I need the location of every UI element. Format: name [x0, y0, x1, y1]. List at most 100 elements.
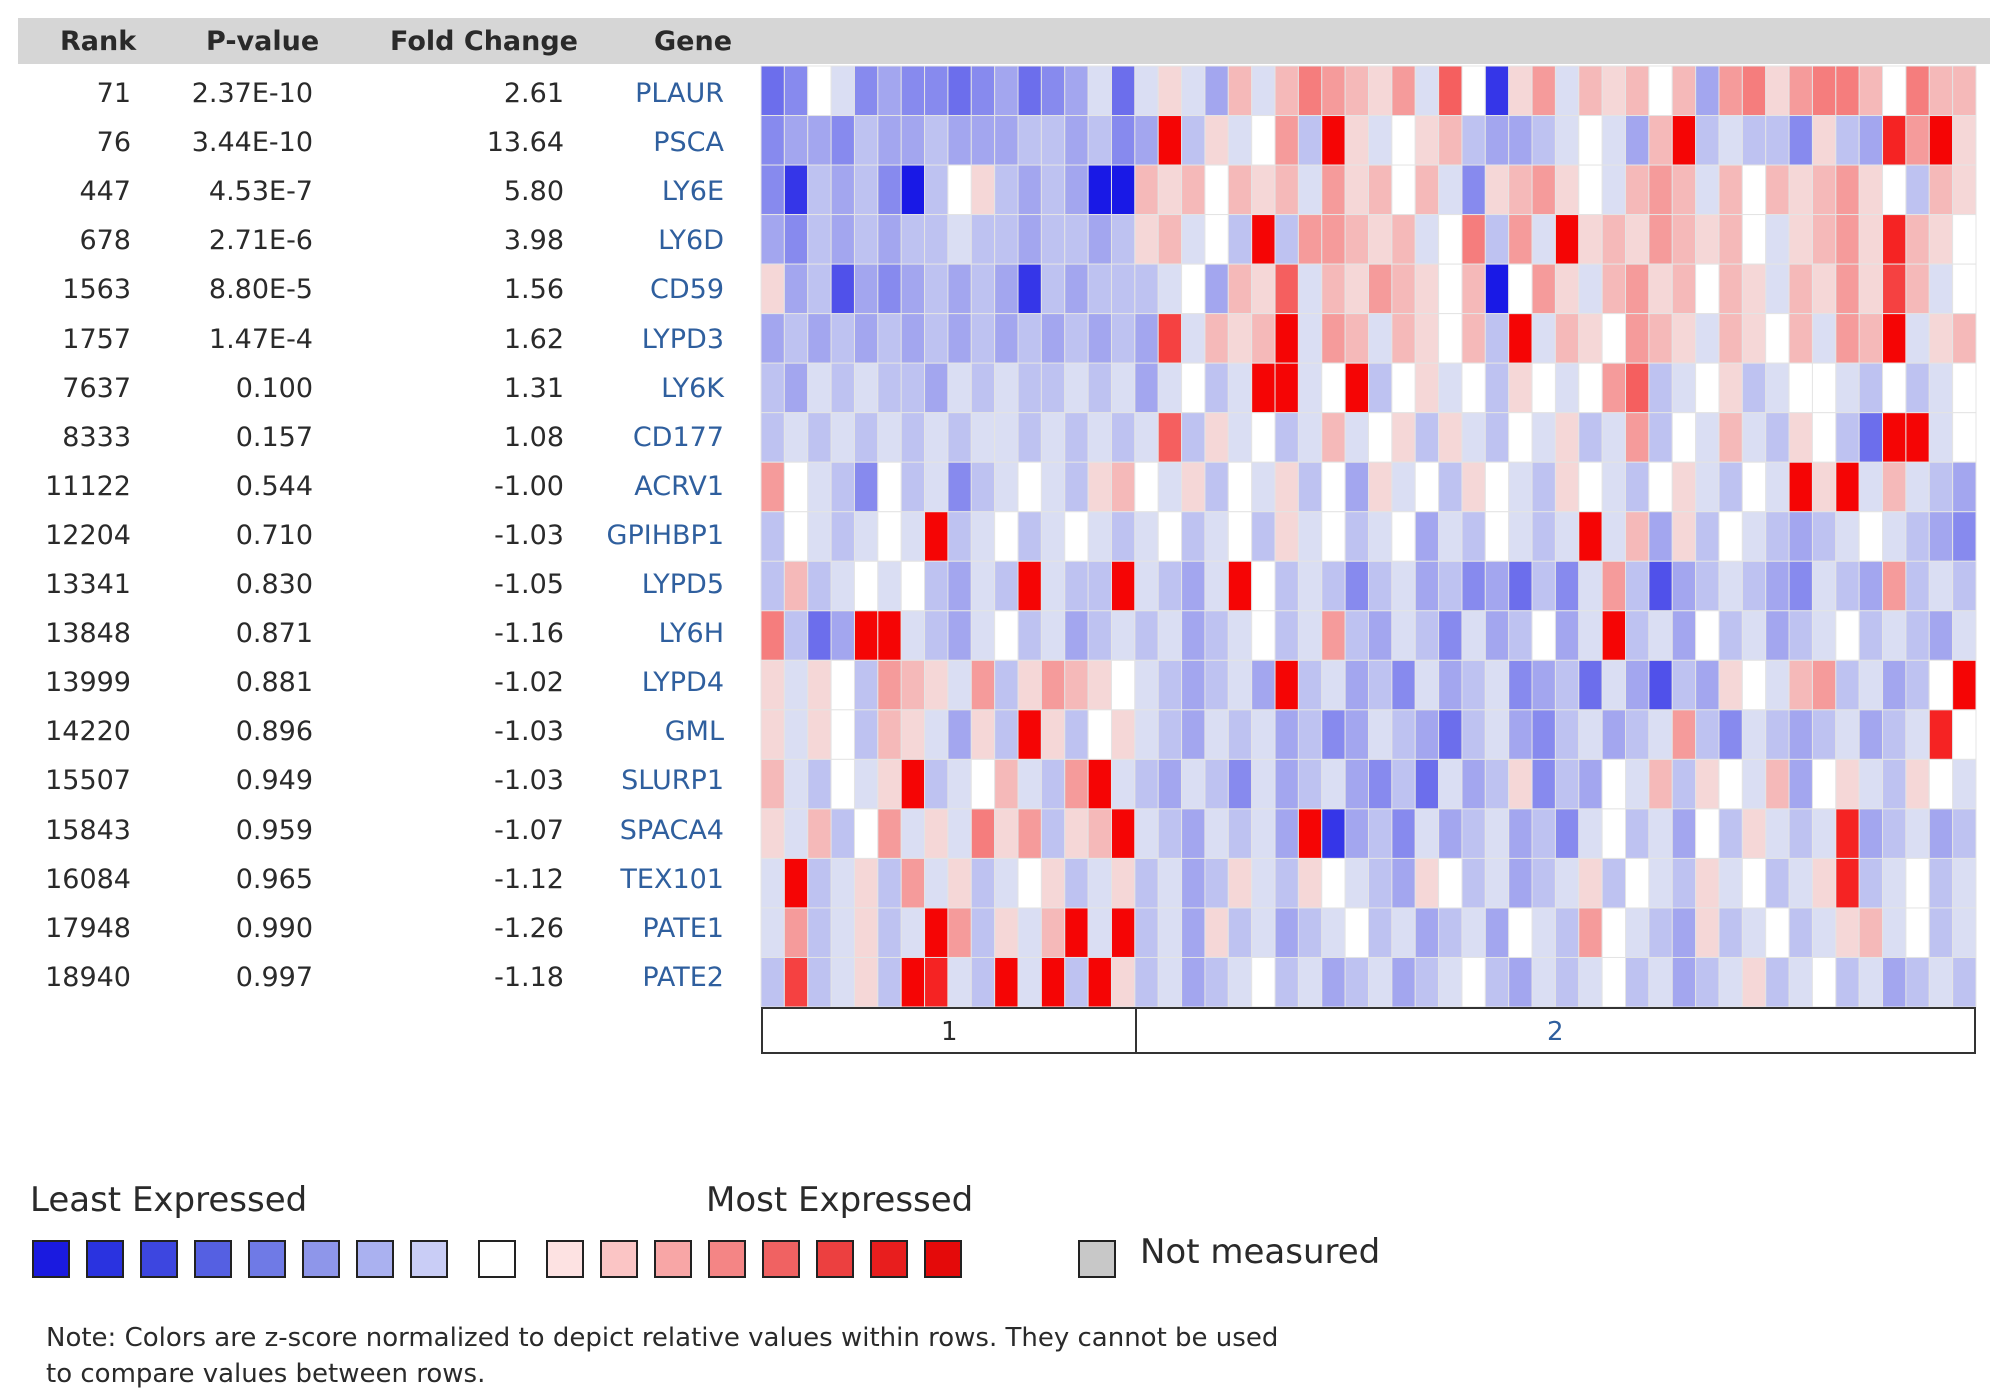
heatmap-cell: [1531, 313, 1556, 364]
gene-link[interactable]: LY6K: [661, 373, 724, 404]
heatmap-cell: [760, 659, 785, 711]
heatmap-cell: [1718, 461, 1743, 513]
heatmap-cell: [783, 857, 809, 909]
gene-link[interactable]: PLAUR: [635, 78, 724, 109]
heatmap-cell: [1508, 907, 1533, 958]
heatmap-cell: [1765, 857, 1790, 909]
heatmap-cell: [807, 956, 832, 1008]
heatmap-cell: [1671, 956, 1697, 1008]
heatmap-cell: [1882, 808, 1907, 859]
group-bar: 1 2: [761, 1007, 1976, 1054]
heatmap-cell: [1204, 610, 1229, 661]
gene-link[interactable]: SPACA4: [619, 815, 724, 846]
heatmap-cell: [830, 362, 855, 414]
heatmap-cell: [807, 214, 832, 265]
heatmap-cell: [1625, 511, 1650, 562]
heatmap-cell: [970, 412, 996, 463]
heatmap-cell: [1461, 907, 1486, 958]
heatmap-cell: [830, 164, 855, 216]
heatmap-cell: [1601, 511, 1627, 562]
heatmap-cell: [783, 164, 809, 216]
heatmap-cell: [1344, 709, 1370, 760]
heatmap-cell: [1882, 956, 1907, 1008]
heatmap-cell: [1648, 907, 1673, 958]
heatmap-cell: [853, 758, 879, 810]
heatmap-cell: [1157, 956, 1183, 1008]
heatmap-cell: [1297, 758, 1323, 810]
fold-change-cell: 2.61: [503, 78, 564, 109]
heatmap-cell: [1438, 214, 1463, 265]
rank-cell: 11122: [45, 471, 131, 502]
fold-change-cell: 5.80: [503, 176, 564, 207]
heatmap-cell: [1578, 362, 1603, 414]
heatmap-cell: [1905, 412, 1930, 463]
gene-link[interactable]: GPIHBP1: [606, 520, 724, 551]
gene-link[interactable]: GML: [664, 716, 724, 747]
gene-link[interactable]: LY6D: [658, 225, 724, 256]
gene-link[interactable]: LY6E: [661, 176, 724, 207]
heatmap-cell: [1461, 511, 1486, 562]
heatmap-cell: [1344, 115, 1370, 166]
gene-link[interactable]: PATE2: [642, 962, 724, 993]
heatmap-cell: [1531, 511, 1556, 562]
heatmap-cell: [1391, 461, 1416, 513]
legend-swatch: [600, 1240, 638, 1278]
heatmap-cell: [1882, 511, 1907, 562]
heatmap-cell: [1064, 65, 1089, 117]
heatmap-cell: [1157, 313, 1183, 364]
gene-link[interactable]: ACRV1: [634, 471, 724, 502]
heatmap-cell: [1414, 709, 1440, 760]
gene-link[interactable]: PATE1: [642, 913, 724, 944]
heatmap-cell: [783, 362, 809, 414]
heatmap-cell: [1811, 214, 1837, 265]
heatmap-cell: [1461, 263, 1486, 315]
heatmap-cell: [1414, 511, 1440, 562]
heatmap-cell: [1765, 65, 1790, 117]
gene-link[interactable]: TEX101: [620, 864, 724, 895]
heatmap-cell: [924, 511, 949, 562]
heatmap-cell: [1087, 313, 1112, 364]
heatmap-cell: [1110, 263, 1136, 315]
gene-link[interactable]: LYPD3: [641, 324, 724, 355]
gene-link[interactable]: CD177: [632, 422, 724, 453]
gene-link[interactable]: PSCA: [653, 127, 724, 158]
heatmap-cell: [1297, 808, 1323, 859]
heatmap-cell: [1368, 313, 1393, 364]
legend-swatch-not-measured: [1078, 1240, 1116, 1278]
heatmap-cell: [1554, 412, 1580, 463]
heatmap-cell: [1952, 857, 1977, 909]
gene-link[interactable]: LYPD4: [641, 667, 724, 698]
heatmap-cell: [1391, 610, 1416, 661]
heatmap-cell: [1344, 560, 1370, 612]
heatmap-cell: [1438, 610, 1463, 661]
heatmap-cell: [1882, 907, 1907, 958]
heatmap-cell: [994, 956, 1019, 1008]
heatmap-cell: [1858, 115, 1884, 166]
heatmap-cell: [1531, 164, 1556, 216]
heatmap-cell: [1695, 956, 1720, 1008]
heatmap-cell: [1531, 214, 1556, 265]
gene-link[interactable]: SLURP1: [621, 765, 724, 796]
heatmap-cell: [900, 610, 926, 661]
pvalue-cell: 1.47E-4: [208, 324, 313, 355]
heatmap-cell: [1484, 709, 1510, 760]
gene-link[interactable]: LYPD5: [641, 569, 724, 600]
heatmap-cell: [1134, 214, 1159, 265]
heatmap-cell: [1578, 115, 1603, 166]
heatmap-cell: [1134, 461, 1159, 513]
heatmap-cell: [1414, 659, 1440, 711]
heatmap-cell: [1835, 164, 1860, 216]
heatmap-cell: [1368, 610, 1393, 661]
heatmap-cell: [1181, 857, 1206, 909]
gene-link[interactable]: LY6H: [658, 618, 724, 649]
heatmap-cell: [1554, 511, 1580, 562]
heatmap-cell: [1181, 313, 1206, 364]
heatmap-cell: [900, 857, 926, 909]
heatmap-cell: [1251, 907, 1276, 958]
heatmap-cell: [1204, 808, 1229, 859]
heatmap-cell: [1157, 461, 1183, 513]
legend-swatch: [708, 1240, 746, 1278]
gene-link[interactable]: CD59: [650, 274, 724, 305]
heatmap-cell: [1274, 313, 1299, 364]
heatmap-cell: [1391, 511, 1416, 562]
